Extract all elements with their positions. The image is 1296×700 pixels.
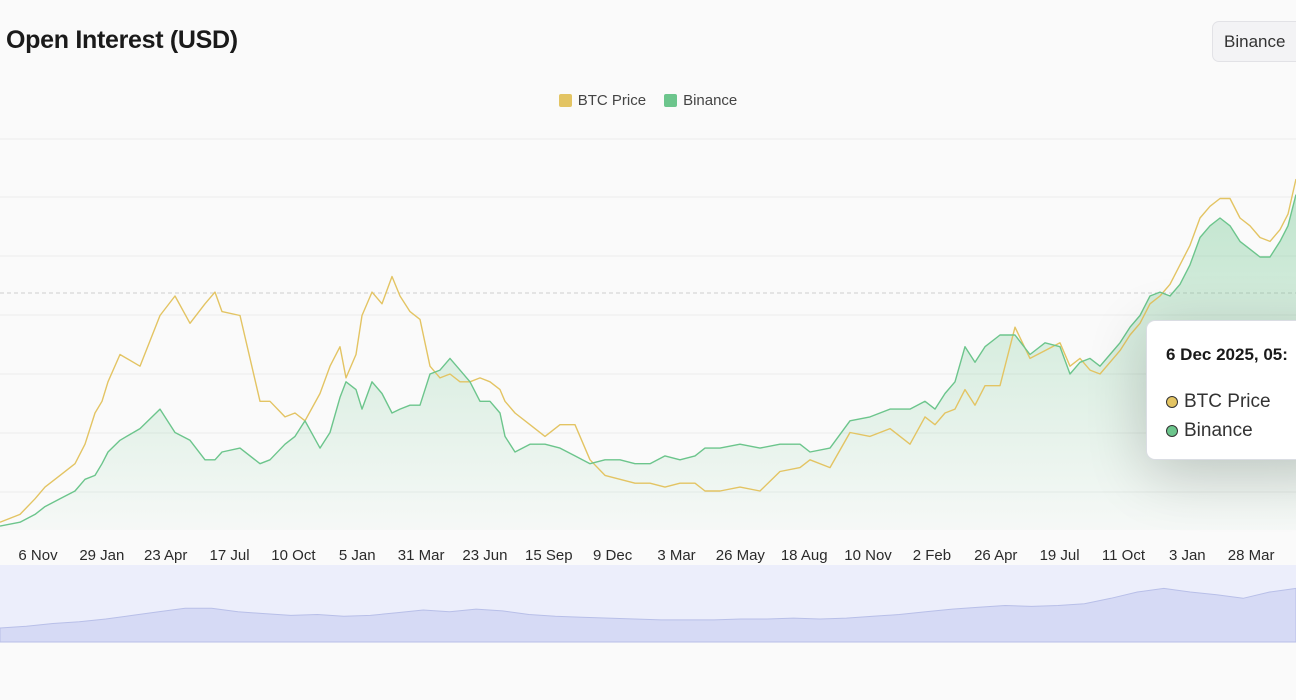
x-tick-label: 23 Jun (462, 547, 507, 564)
x-tick-label: 26 Apr (974, 547, 1017, 564)
x-tick-label: 11 Oct (1102, 547, 1146, 564)
x-tick-label: 15 Sep (525, 547, 573, 564)
btc-price-line (0, 178, 1296, 523)
x-tick-label: 26 May (716, 547, 766, 564)
tooltip-label-btc-price: BTC Price (1184, 390, 1271, 412)
x-tick-label: 29 Jan (79, 547, 124, 564)
legend-label-btc-price: BTC Price (577, 92, 647, 109)
legend-label-binance: Binance (683, 92, 738, 109)
navigator-area (0, 587, 1296, 643)
legend-item-binance[interactable]: Binance (664, 92, 737, 109)
tooltip-row-btc-price: BTC Price (1166, 387, 1296, 416)
x-tick-label: 23 Apr (144, 547, 187, 564)
x-tick-label: 3 Mar (657, 547, 695, 564)
binance-area (0, 194, 1296, 530)
legend-swatch-binance (664, 94, 678, 107)
chart-tooltip: 6 Dec 2025, 05: BTC Price Binance (1146, 320, 1296, 460)
x-tick-label: 17 Jul (210, 547, 250, 564)
x-tick-label: 2 Feb (913, 547, 951, 564)
range-navigator[interactable] (0, 565, 1296, 643)
page-title: Open Interest (USD) (6, 26, 238, 54)
x-tick-label: 19 Jul (1040, 547, 1080, 564)
x-tick-label: 6 Nov (18, 547, 58, 564)
tooltip-dot-binance (1166, 424, 1178, 437)
tooltip-dot-btc-price (1166, 395, 1178, 408)
tooltip-label-binance: Binance (1184, 419, 1253, 441)
x-tick-label: 10 Oct (271, 547, 316, 564)
legend-item-btc-price[interactable]: BTC Price (558, 92, 647, 109)
x-tick-label: 31 Mar (398, 547, 445, 564)
x-tick-label: 28 Mar (1228, 547, 1275, 564)
x-axis-ticks: 6 Nov 29 Jan 23 Apr 17 Jul 10 Oct 5 Jan 31 Mar… (18, 547, 1275, 564)
exchange-select[interactable]: Binance (1212, 21, 1296, 62)
x-tick-label: 9 Dec (593, 547, 633, 564)
x-tick-label: 5 Jan (339, 547, 376, 564)
chart-legend: BTC Price Binance (0, 92, 1296, 109)
binance-line (0, 194, 1296, 527)
legend-swatch-btc-price (558, 94, 572, 107)
tooltip-date: 6 Dec 2025, 05: (1166, 345, 1288, 364)
x-tick-label: 3 Jan (1169, 547, 1206, 564)
x-tick-label: 18 Aug (781, 547, 828, 564)
series-layer (0, 178, 1296, 530)
x-tick-label: 10 Nov (844, 547, 892, 564)
tooltip-row-binance: Binance (1166, 416, 1296, 445)
